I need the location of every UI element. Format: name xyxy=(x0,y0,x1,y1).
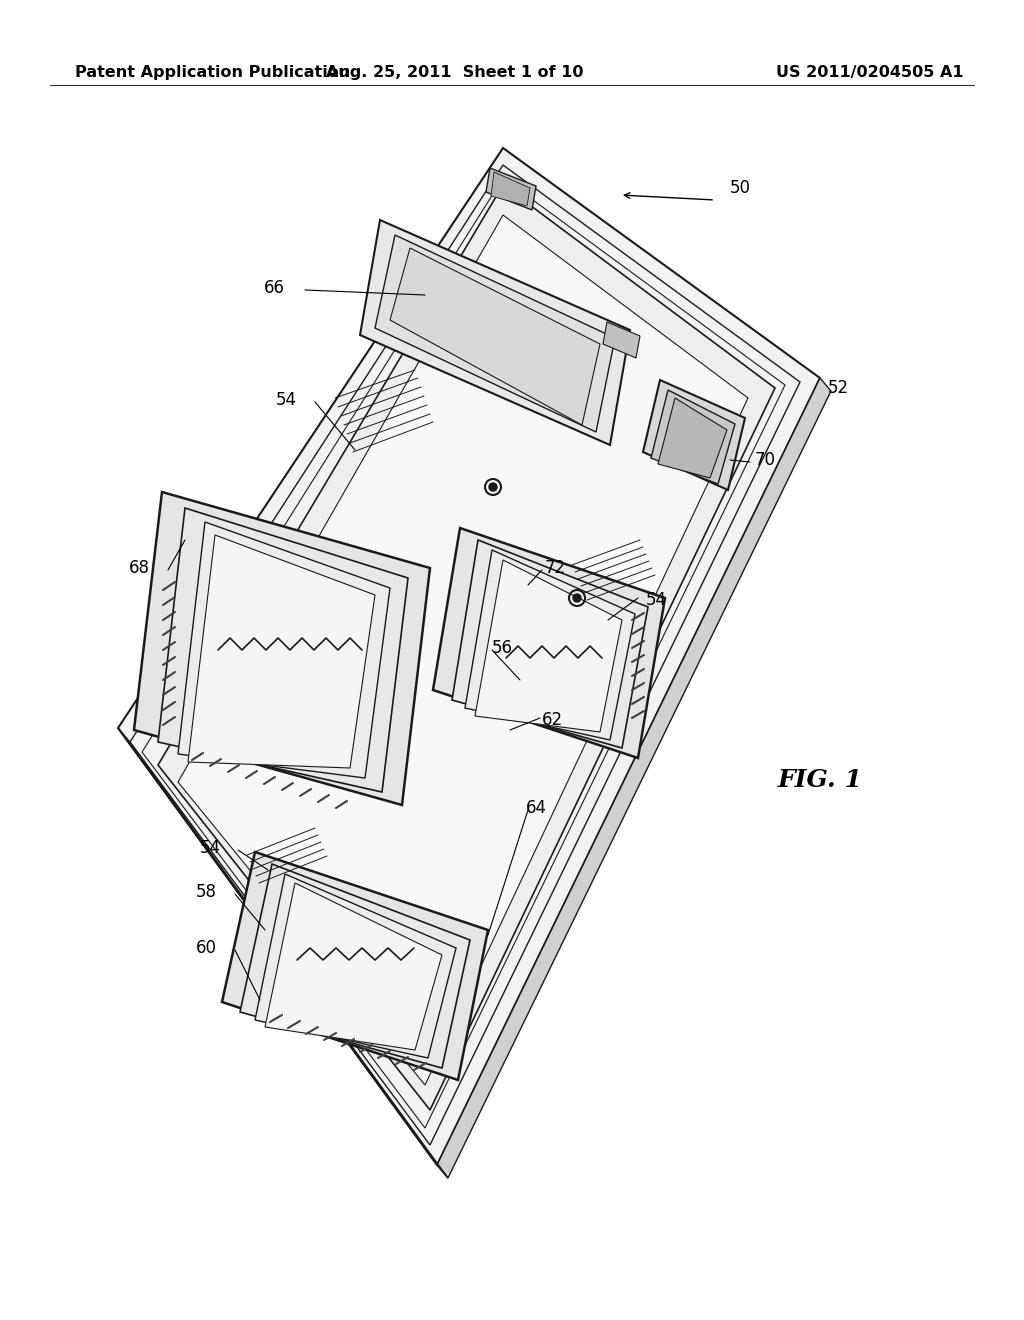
Text: 54: 54 xyxy=(646,591,667,609)
Polygon shape xyxy=(158,185,775,1110)
Polygon shape xyxy=(486,168,536,210)
Text: 64: 64 xyxy=(526,799,547,817)
Polygon shape xyxy=(118,148,820,1166)
Polygon shape xyxy=(390,248,600,425)
Polygon shape xyxy=(178,215,748,1085)
Polygon shape xyxy=(433,528,665,758)
Polygon shape xyxy=(643,380,745,490)
Text: 58: 58 xyxy=(196,883,217,902)
Text: 72: 72 xyxy=(545,558,566,577)
Text: 52: 52 xyxy=(828,379,849,397)
Circle shape xyxy=(489,483,497,491)
Polygon shape xyxy=(134,492,430,805)
Text: 60: 60 xyxy=(196,939,217,957)
Polygon shape xyxy=(375,235,615,432)
Text: 54: 54 xyxy=(200,840,221,857)
Polygon shape xyxy=(658,399,727,478)
Text: 62: 62 xyxy=(542,711,563,729)
Polygon shape xyxy=(178,521,390,777)
Polygon shape xyxy=(437,378,831,1177)
Text: FIG. 1: FIG. 1 xyxy=(777,768,862,792)
Circle shape xyxy=(573,594,581,602)
Text: 70: 70 xyxy=(755,451,776,469)
Polygon shape xyxy=(158,508,408,792)
Polygon shape xyxy=(222,851,488,1080)
Polygon shape xyxy=(265,883,442,1049)
Text: 68: 68 xyxy=(129,558,150,577)
Text: 54: 54 xyxy=(276,391,297,409)
Polygon shape xyxy=(452,540,648,748)
Polygon shape xyxy=(360,220,630,445)
Text: 66: 66 xyxy=(264,279,285,297)
Text: 56: 56 xyxy=(492,639,513,657)
Polygon shape xyxy=(603,322,640,358)
Polygon shape xyxy=(465,550,635,741)
Polygon shape xyxy=(255,874,456,1059)
Text: Aug. 25, 2011  Sheet 1 of 10: Aug. 25, 2011 Sheet 1 of 10 xyxy=(327,65,584,79)
Polygon shape xyxy=(118,729,449,1177)
Text: 50: 50 xyxy=(730,180,751,197)
Text: Patent Application Publication: Patent Application Publication xyxy=(75,65,350,79)
Polygon shape xyxy=(490,172,530,206)
Polygon shape xyxy=(240,865,470,1068)
Polygon shape xyxy=(651,389,735,484)
Polygon shape xyxy=(188,535,375,768)
Polygon shape xyxy=(475,560,622,733)
Text: US 2011/0204505 A1: US 2011/0204505 A1 xyxy=(776,65,964,79)
